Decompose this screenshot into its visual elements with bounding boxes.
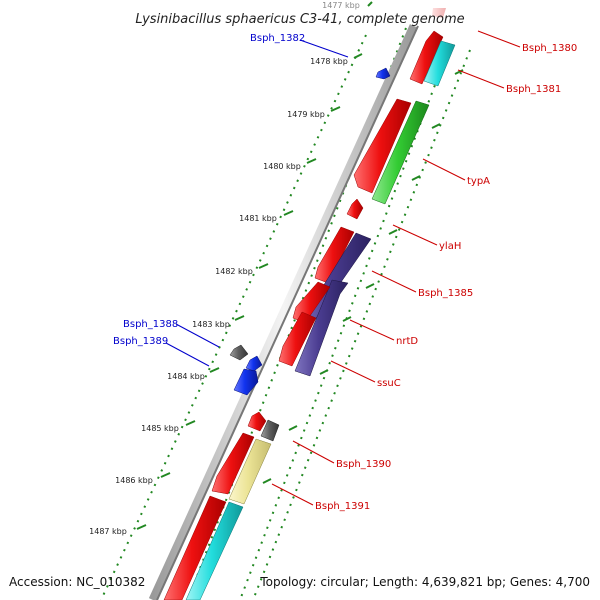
scale-tick-1478: 1478 kbp (310, 53, 363, 66)
scale-label-1483: 1483 kbp (192, 320, 230, 329)
gene-red-block-e[interactable] (163, 495, 227, 600)
scale-label-1485: 1485 kbp (141, 424, 179, 433)
map-title: Lysinibacillus sphaericus C3-41, complet… (135, 12, 464, 27)
gene-red-block-c[interactable] (278, 311, 317, 367)
scale-tick-1483: 1483 kbp (192, 315, 245, 329)
scale-label-1484: 1484 kbp (167, 372, 205, 381)
gene-red-block-d[interactable] (211, 432, 255, 495)
gene-label-bsph-1380[interactable]: Bsph_1380 (522, 43, 577, 54)
scale-label-1479: 1479 kbp (287, 110, 325, 119)
leader-lines (165, 30, 521, 506)
gene-bsph-1389-arrow-a[interactable] (245, 355, 263, 372)
gene-label-bsph-1381[interactable]: Bsph_1381 (506, 84, 561, 95)
scale-tick-1485: 1485 kbp (141, 420, 196, 433)
genome-backbone-shadow (156, 25, 419, 600)
scale-label-1480: 1480 kbp (263, 162, 301, 171)
gene-label-typa[interactable]: typA (467, 176, 490, 187)
gene-label-ylah[interactable]: ylaH (439, 241, 461, 252)
scale-tick-1477: 1477 kbp (322, 1, 373, 10)
gene-bsph-1391-arrow[interactable] (228, 438, 272, 505)
topology-summary: Topology: circular; Length: 4,639,821 bp… (259, 575, 590, 589)
gene-label-bsph-1390[interactable]: Bsph_1390 (336, 459, 391, 470)
accession-label: Accession: NC_010382 (9, 575, 145, 589)
gene-typa-arrow[interactable] (371, 100, 430, 205)
scale-ruler: 1477 kbp 1478 kbp 1479 kbp 1480 kbp 1481… (89, 1, 373, 536)
scale-tick-1487: 1487 kbp (89, 524, 147, 536)
gene-label-bsph-1382[interactable]: Bsph_1382 (250, 33, 305, 44)
genome-backbone-track (148, 24, 419, 600)
scale-label-1481: 1481 kbp (239, 214, 277, 223)
gene-label-ssuc[interactable]: ssuC (377, 378, 401, 389)
gene-bsph-1380-partial[interactable] (432, 8, 446, 18)
feature-ring-ticks (262, 69, 464, 484)
gene-bsph-1388-block[interactable] (229, 344, 249, 361)
scale-label-1486: 1486 kbp (115, 476, 153, 485)
scale-tick-1479: 1479 kbp (287, 106, 341, 119)
gene-nrtd-arrow[interactable] (294, 279, 349, 377)
gene-label-nrtd[interactable]: nrtD (396, 336, 418, 347)
scale-label-1482: 1482 kbp (215, 267, 253, 276)
gene-red-block-a[interactable] (314, 226, 355, 284)
outer-guide-left (100, 34, 367, 600)
gene-label-bsph-1391[interactable]: Bsph_1391 (315, 501, 370, 512)
gene-bsph-1382-arrow[interactable] (375, 67, 391, 80)
gene-ylah-arrow[interactable] (346, 198, 364, 220)
scale-tick-1482: 1482 kbp (215, 263, 269, 276)
scale-tick-1484: 1484 kbp (167, 367, 220, 381)
gene-bsph-1390-block[interactable] (260, 419, 280, 442)
scale-label-1477: 1477 kbp (322, 1, 360, 10)
scale-tick-1480: 1480 kbp (263, 158, 317, 171)
scale-label-1478: 1478 kbp (310, 57, 348, 66)
gene-bsph-1389-arrow-b[interactable] (233, 368, 259, 396)
scale-tick-1486: 1486 kbp (115, 472, 171, 485)
gene-bsph-1390-arrow[interactable] (247, 411, 267, 432)
gene-label-bsph-1389[interactable]: Bsph_1389 (113, 336, 168, 347)
scale-tick-1481: 1481 kbp (239, 210, 294, 223)
gene-label-bsph-1388[interactable]: Bsph_1388 (123, 319, 178, 330)
gene-cyan-block-bottom[interactable] (185, 501, 244, 600)
gene-bsph-1380b-arrow[interactable] (353, 98, 412, 194)
gene-label-bsph-1385[interactable]: Bsph_1385 (418, 288, 473, 299)
gene-bsph-1381-arrow[interactable] (423, 40, 456, 87)
scale-label-1487: 1487 kbp (89, 527, 127, 536)
